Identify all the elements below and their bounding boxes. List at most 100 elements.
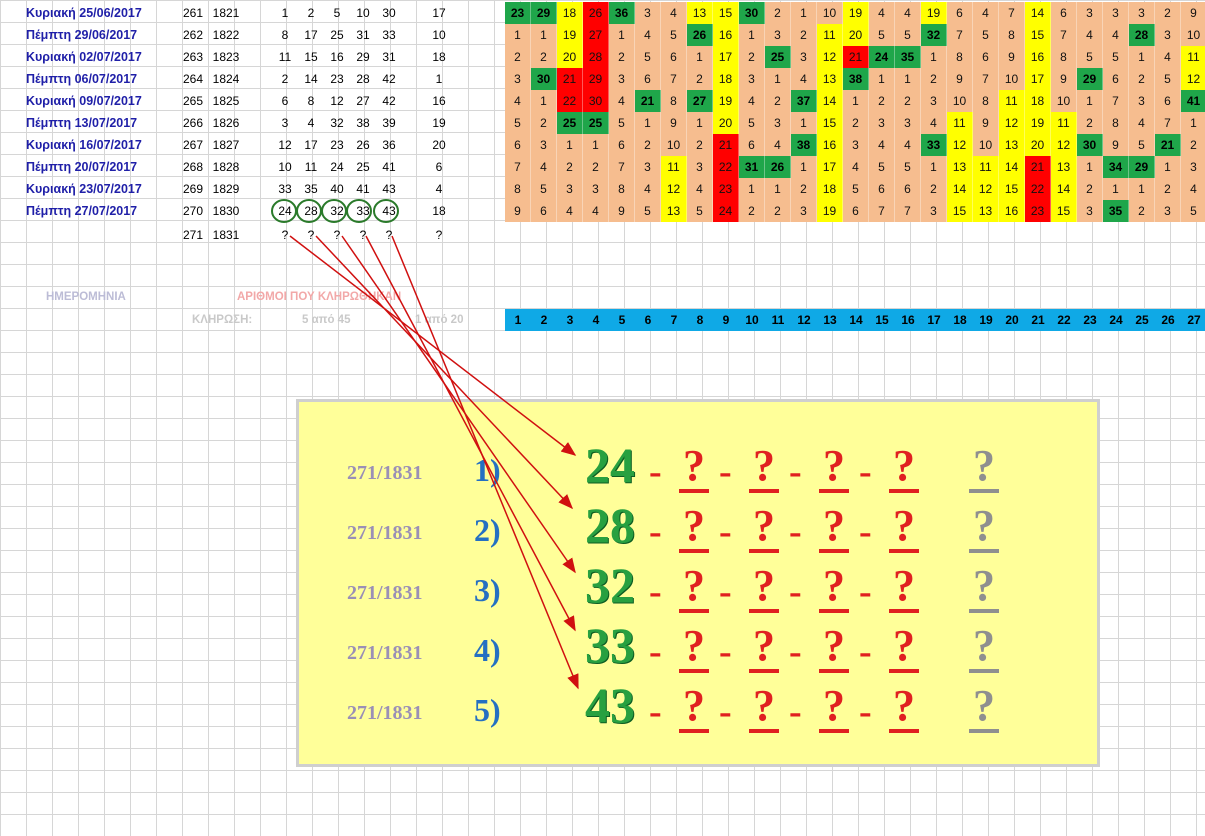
- question-mark-text: ?: [753, 681, 775, 730]
- column-header: 11: [771, 313, 785, 327]
- column-header: 15: [875, 313, 889, 327]
- panel-row-index: 2): [474, 512, 501, 548]
- heatmap-cell: 6: [1103, 68, 1129, 90]
- draw-number: 270: [182, 204, 204, 218]
- heatmap-cell: 13: [1051, 156, 1077, 178]
- heatmap-cell: 2: [843, 112, 869, 134]
- panel-dash: -: [859, 511, 872, 553]
- heatmap-cell: 5: [661, 24, 687, 46]
- panel-question-mark: ?: [819, 500, 849, 553]
- heatmap-cell: 2: [687, 134, 713, 156]
- heatmap-cell: 1: [1103, 178, 1129, 200]
- panel-dash: -: [789, 631, 802, 673]
- question-mark-text: ?: [753, 621, 775, 670]
- heatmap-cell: 5: [531, 178, 557, 200]
- heatmap-cell: 26: [687, 24, 713, 46]
- draw-id: 1826: [212, 116, 240, 130]
- heatmap-cell: 20: [843, 24, 869, 46]
- heatmap-cell: 3: [1129, 2, 1155, 24]
- question-mark-text: ?: [683, 561, 705, 610]
- underline: [749, 729, 779, 733]
- heatmap-cell: 1: [869, 68, 895, 90]
- heatmap-cell: 27: [687, 90, 713, 112]
- heatmap-cell: 7: [505, 156, 531, 178]
- heatmap-cell: 10: [661, 134, 687, 156]
- drawn-number: 40: [330, 182, 344, 196]
- heatmap-cell: 1: [921, 46, 947, 68]
- heatmap-cell: 13: [947, 156, 973, 178]
- heatmap-cell: 14: [1025, 2, 1051, 24]
- heatmap-cell: 3: [557, 178, 583, 200]
- underline: [679, 669, 709, 673]
- panel-question-mark: ?: [819, 620, 849, 673]
- heatmap-cell: 2: [895, 90, 921, 112]
- heatmap-cell: 7: [1155, 112, 1181, 134]
- column-header: 27: [1187, 313, 1201, 327]
- heatmap-cell: 3: [1155, 24, 1181, 46]
- heatmap-cell: 8: [661, 90, 687, 112]
- draw-id: 1825: [212, 94, 240, 108]
- row-date: Πέμπτη 27/07/2017: [26, 204, 138, 218]
- heatmap-cell: 16: [713, 24, 739, 46]
- heatmap-cell: 2: [921, 68, 947, 90]
- heatmap-cell: 5: [973, 24, 999, 46]
- panel-dash: -: [649, 571, 662, 613]
- heatmap-cell: 3: [869, 112, 895, 134]
- heatmap-cell: 1: [1181, 112, 1205, 134]
- drawn-number: 10: [356, 6, 370, 20]
- row-date: Πέμπτη 06/07/2017: [26, 72, 138, 86]
- heatmap-cell: 2: [1077, 112, 1103, 134]
- drawn-number: 26: [356, 138, 370, 152]
- column-header: 16: [901, 313, 915, 327]
- question-mark-text: ?: [753, 501, 775, 550]
- panel-dash: -: [719, 451, 732, 493]
- heatmap-cell: 12: [817, 46, 843, 68]
- heatmap-cell: 4: [921, 112, 947, 134]
- heatmap-cell: 5: [895, 24, 921, 46]
- heatmap-cell: 35: [895, 46, 921, 68]
- drawn-number: 38: [356, 116, 370, 130]
- heatmap-cell: 35: [1103, 200, 1129, 222]
- heatmap-cell: 8: [609, 178, 635, 200]
- column-header: 8: [696, 313, 704, 327]
- question-mark-text: ?: [823, 621, 845, 670]
- heatmap-cell: 19: [817, 200, 843, 222]
- panel-question-mark: ?: [819, 680, 849, 733]
- panel-row-index: 5): [474, 692, 501, 728]
- panel-joker-question: ?: [969, 500, 999, 553]
- heatmap-cell: 23: [505, 2, 531, 24]
- prediction-panel: 271/1831 1) 24-? -? -? -?? 271/1831 2) 28-? -? -? -…: [296, 399, 1100, 767]
- heatmap-cell: 6: [531, 200, 557, 222]
- draw-id: 1827: [212, 138, 240, 152]
- heatmap-cell: 20: [713, 112, 739, 134]
- column-header: 21: [1031, 313, 1045, 327]
- heatmap-cell: 21: [843, 46, 869, 68]
- heatmap-cell: 25: [557, 112, 583, 134]
- heatmap-cell: 1: [635, 112, 661, 134]
- heatmap-cell: 3: [531, 134, 557, 156]
- heatmap-cell: 31: [739, 156, 765, 178]
- heatmap-cell: 4: [687, 178, 713, 200]
- joker-question-text: ?: [973, 501, 995, 550]
- heatmap-cell: 21: [713, 134, 739, 156]
- drawn-number: 11: [278, 50, 292, 64]
- heatmap-cell: 4: [1103, 24, 1129, 46]
- underline: [749, 609, 779, 613]
- panel-question-mark: ?: [889, 440, 919, 493]
- column-header: 17: [927, 313, 941, 327]
- heatmap-cell: 20: [1025, 134, 1051, 156]
- panel-question-mark: ?: [749, 440, 779, 493]
- heatmap-cell: 28: [583, 46, 609, 68]
- drawn-number: 5: [333, 6, 341, 20]
- heatmap-cell: 2: [869, 90, 895, 112]
- heatmap-cell: 4: [791, 68, 817, 90]
- heatmap-cell: 2: [1129, 68, 1155, 90]
- question-mark-text: ?: [753, 441, 775, 490]
- next-number-placeholder: ?: [385, 228, 393, 242]
- heatmap-cell: 8: [947, 46, 973, 68]
- panel-question-mark: ?: [679, 500, 709, 553]
- draw-id: 1829: [212, 182, 240, 196]
- heatmap-cell: 29: [531, 2, 557, 24]
- panel-question-mark: ?: [679, 560, 709, 613]
- panel-dash: -: [649, 451, 662, 493]
